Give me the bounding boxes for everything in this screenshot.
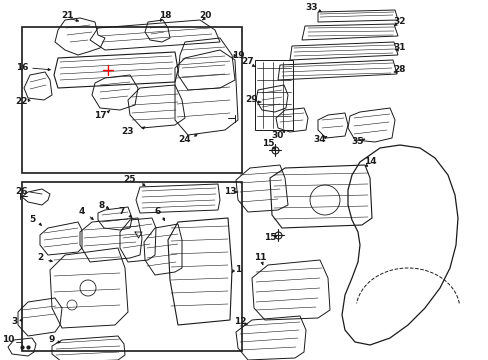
Text: 17: 17 [94, 111, 106, 120]
Text: 9: 9 [49, 336, 55, 345]
Text: 26: 26 [16, 188, 28, 197]
Text: 16: 16 [16, 63, 28, 72]
Text: 4: 4 [79, 207, 85, 216]
Text: 14: 14 [363, 158, 376, 166]
Text: 27: 27 [241, 58, 254, 67]
Text: 23: 23 [122, 127, 134, 136]
Text: 11: 11 [253, 253, 265, 262]
Text: 13: 13 [224, 188, 236, 197]
Text: 7: 7 [119, 207, 125, 216]
Text: 1: 1 [234, 266, 241, 274]
Text: 2: 2 [37, 253, 43, 262]
Text: 25: 25 [123, 175, 136, 184]
Text: 24: 24 [178, 135, 191, 144]
Text: 15: 15 [263, 234, 276, 243]
Bar [22, 182, 242, 351]
Text: 5: 5 [29, 216, 35, 225]
Text: 19: 19 [231, 50, 244, 59]
Text: 32: 32 [393, 18, 406, 27]
Text: 15: 15 [261, 139, 274, 148]
Text: 33: 33 [305, 4, 318, 13]
Text: 35: 35 [351, 138, 364, 147]
Bar [22, 27, 242, 173]
Text: 29: 29 [245, 95, 258, 104]
Text: 8: 8 [99, 201, 105, 210]
Text: 31: 31 [393, 44, 406, 53]
Text: 30: 30 [271, 130, 284, 139]
Text: 28: 28 [393, 66, 406, 75]
Text: 34: 34 [313, 135, 325, 144]
Text: 3: 3 [12, 318, 18, 327]
Text: 20: 20 [199, 10, 211, 19]
Text: 6: 6 [155, 207, 161, 216]
Text: 12: 12 [233, 318, 246, 327]
Text: 22: 22 [16, 98, 28, 107]
Text: 18: 18 [159, 10, 171, 19]
Text: 21: 21 [61, 10, 74, 19]
Text: 10: 10 [2, 336, 14, 345]
